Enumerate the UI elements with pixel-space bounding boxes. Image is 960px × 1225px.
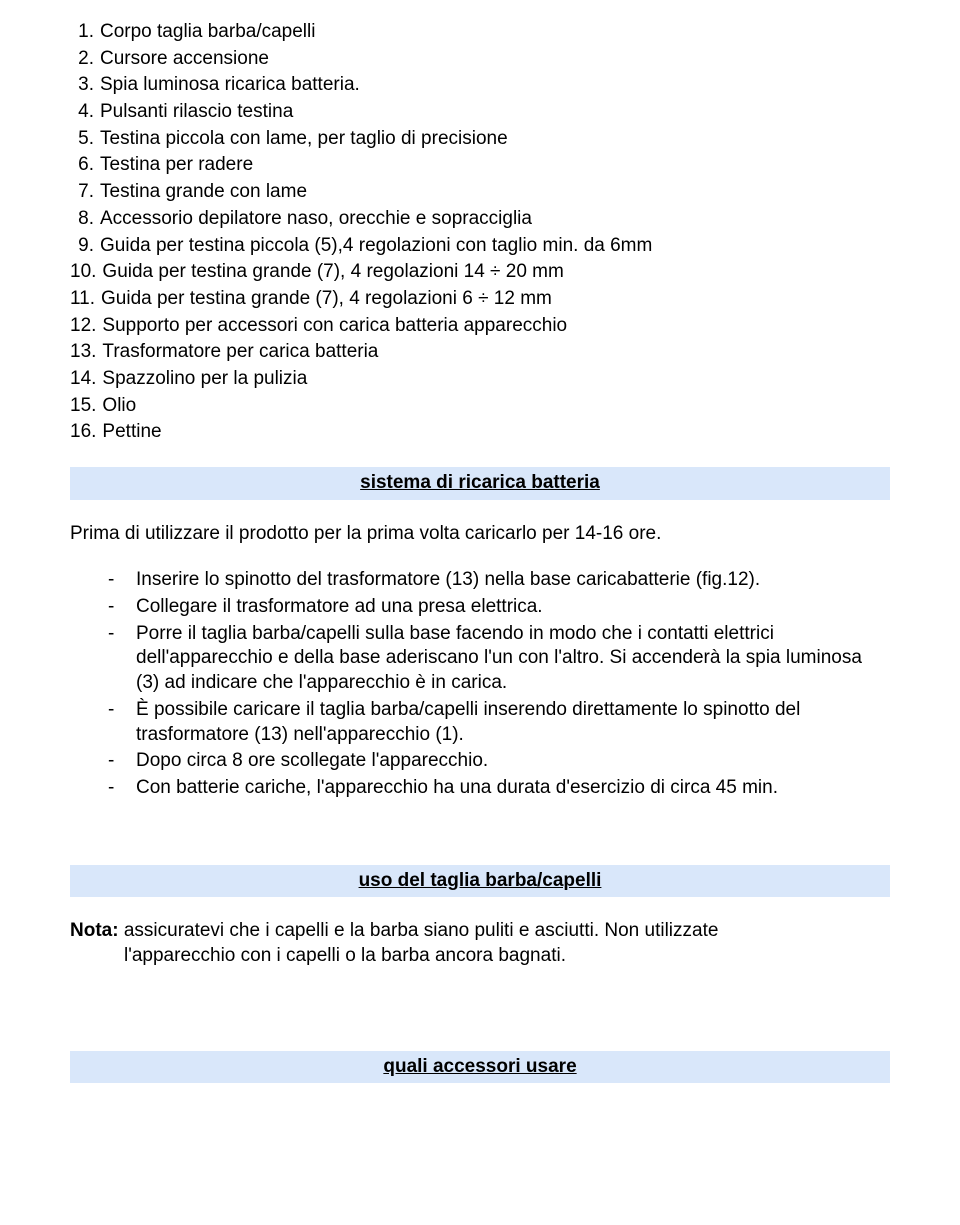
- list-number: 16.: [70, 420, 102, 445]
- note-text: assicuratevi che i capelli e la barba si…: [119, 920, 719, 941]
- recharge-steps: -Inserire lo spinotto del trasformatore …: [70, 568, 890, 800]
- list-item: -Collegare il trasformatore ad una presa…: [70, 595, 890, 620]
- list-item: 10.Guida per testina grande (7), 4 regol…: [70, 260, 890, 285]
- list-text: Testina per radere: [100, 153, 253, 178]
- recharge-intro: Prima di utilizzare il prodotto per la p…: [70, 522, 890, 547]
- list-item: 11.Guida per testina grande (7), 4 regol…: [70, 287, 890, 312]
- list-text: Testina piccola con lame, per taglio di …: [100, 127, 508, 152]
- list-text: Accessorio depilatore naso, orecchie e s…: [100, 207, 532, 232]
- usage-note: Nota: assicuratevi che i capelli e la ba…: [70, 919, 890, 968]
- list-number: 7.: [70, 180, 100, 205]
- list-text: Collegare il trasformatore ad una presa …: [136, 595, 543, 620]
- list-item: 6.Testina per radere: [70, 153, 890, 178]
- list-item: -È possibile caricare il taglia barba/ca…: [70, 698, 890, 747]
- parts-list: 1.Corpo taglia barba/capelli 2.Cursore a…: [70, 20, 890, 445]
- list-text: Guida per testina piccola (5),4 regolazi…: [100, 234, 652, 259]
- dash-icon: -: [108, 698, 136, 747]
- note-label: Nota:: [70, 920, 119, 941]
- list-number: 9.: [70, 234, 100, 259]
- list-text: Supporto per accessori con carica batter…: [102, 314, 567, 339]
- list-item: -Con batterie cariche, l'apparecchio ha …: [70, 776, 890, 801]
- list-item: -Dopo circa 8 ore scollegate l'apparecch…: [70, 749, 890, 774]
- list-number: 5.: [70, 127, 100, 152]
- list-number: 11.: [70, 287, 101, 312]
- list-item: 16.Pettine: [70, 420, 890, 445]
- list-item: 7.Testina grande con lame: [70, 180, 890, 205]
- list-item: 5.Testina piccola con lame, per taglio d…: [70, 127, 890, 152]
- list-item: 13.Trasformatore per carica batteria: [70, 340, 890, 365]
- list-text: Guida per testina grande (7), 4 regolazi…: [101, 287, 552, 312]
- list-text: Dopo circa 8 ore scollegate l'apparecchi…: [136, 749, 488, 774]
- list-number: 12.: [70, 314, 102, 339]
- list-item: 14.Spazzolino per la pulizia: [70, 367, 890, 392]
- list-item: 9.Guida per testina piccola (5),4 regola…: [70, 234, 890, 259]
- list-text: Olio: [102, 394, 136, 419]
- list-number: 2.: [70, 47, 100, 72]
- list-number: 4.: [70, 100, 100, 125]
- list-item: 3.Spia luminosa ricarica batteria.: [70, 73, 890, 98]
- dash-icon: -: [108, 622, 136, 696]
- list-text: Guida per testina grande (7), 4 regolazi…: [102, 260, 563, 285]
- heading-recharge: sistema di ricarica batteria: [70, 467, 890, 500]
- list-item: 2.Cursore accensione: [70, 47, 890, 72]
- list-number: 14.: [70, 367, 102, 392]
- dash-icon: -: [108, 749, 136, 774]
- list-item: 1.Corpo taglia barba/capelli: [70, 20, 890, 45]
- list-text: Trasformatore per carica batteria: [102, 340, 378, 365]
- list-text: Testina grande con lame: [100, 180, 307, 205]
- list-text: È possibile caricare il taglia barba/cap…: [136, 698, 890, 747]
- list-text: Corpo taglia barba/capelli: [100, 20, 315, 45]
- list-text: Spia luminosa ricarica batteria.: [100, 73, 360, 98]
- note-line-1: Nota: assicuratevi che i capelli e la ba…: [70, 919, 890, 944]
- list-item: 4.Pulsanti rilascio testina: [70, 100, 890, 125]
- heading-accessories: quali accessori usare: [70, 1051, 890, 1084]
- list-item: -Porre il taglia barba/capelli sulla bas…: [70, 622, 890, 696]
- list-item: 12.Supporto per accessori con carica bat…: [70, 314, 890, 339]
- list-item: 8.Accessorio depilatore naso, orecchie e…: [70, 207, 890, 232]
- list-text: Spazzolino per la pulizia: [102, 367, 307, 392]
- list-text: Porre il taglia barba/capelli sulla base…: [136, 622, 890, 696]
- list-text: Cursore accensione: [100, 47, 269, 72]
- list-number: 15.: [70, 394, 102, 419]
- note-line-2: l'apparecchio con i capelli o la barba a…: [70, 944, 890, 969]
- list-item: -Inserire lo spinotto del trasformatore …: [70, 568, 890, 593]
- list-number: 8.: [70, 207, 100, 232]
- dash-icon: -: [108, 776, 136, 801]
- list-number: 6.: [70, 153, 100, 178]
- list-number: 3.: [70, 73, 100, 98]
- list-text: Con batterie cariche, l'apparecchio ha u…: [136, 776, 778, 801]
- list-text: Inserire lo spinotto del trasformatore (…: [136, 568, 760, 593]
- heading-usage: uso del taglia barba/capelli: [70, 865, 890, 898]
- list-text: Pulsanti rilascio testina: [100, 100, 293, 125]
- list-item: 15.Olio: [70, 394, 890, 419]
- list-number: 1.: [70, 20, 100, 45]
- list-number: 13.: [70, 340, 102, 365]
- list-number: 10.: [70, 260, 102, 285]
- list-text: Pettine: [102, 420, 161, 445]
- dash-icon: -: [108, 595, 136, 620]
- dash-icon: -: [108, 568, 136, 593]
